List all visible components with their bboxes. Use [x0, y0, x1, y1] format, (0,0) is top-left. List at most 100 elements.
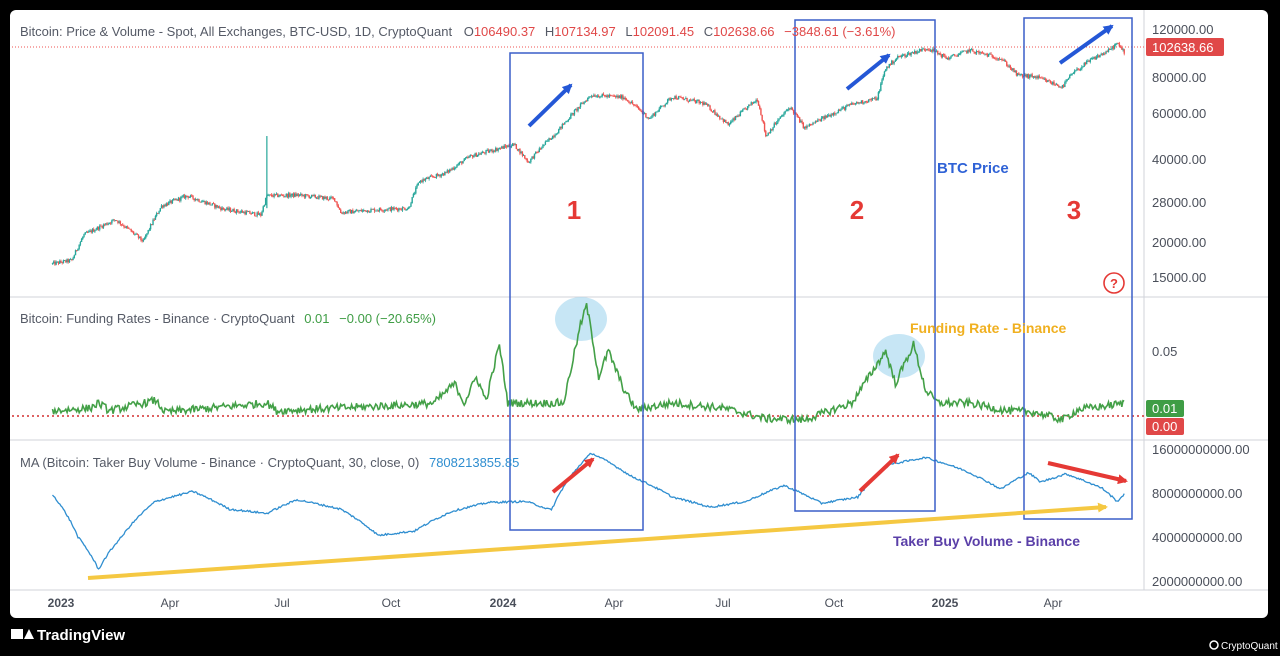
candle-body	[780, 116, 783, 118]
candle-body	[909, 52, 911, 56]
candle-body	[152, 219, 154, 225]
volume-legend-value: 7808213855.85	[429, 455, 519, 470]
candle-body	[858, 102, 860, 104]
candle-body	[107, 223, 109, 225]
price-tick: 120000.00	[1152, 22, 1213, 37]
candle-body	[980, 52, 983, 54]
candle-body	[289, 193, 291, 197]
candle-body	[475, 153, 478, 157]
candle-body	[843, 107, 846, 110]
candle-body	[786, 109, 789, 111]
candle-body	[852, 103, 854, 104]
candle-body	[545, 140, 548, 142]
candle-body	[677, 96, 680, 100]
candle-body	[252, 212, 255, 214]
candle-body	[538, 148, 541, 153]
candle-body	[247, 211, 250, 212]
candle-body	[759, 105, 761, 109]
candle-body	[54, 261, 56, 265]
candle-body	[987, 54, 990, 57]
candle-body	[200, 201, 203, 203]
candle-body	[245, 211, 247, 215]
volume-tick: 16000000000.00	[1152, 442, 1250, 457]
candle-body	[527, 161, 530, 163]
candle-body	[386, 209, 388, 211]
candle-body	[757, 101, 760, 106]
candle-body	[507, 145, 509, 148]
candle-body	[464, 158, 467, 159]
candle-body	[262, 206, 264, 212]
candle-body	[1106, 51, 1108, 53]
candle-body	[76, 250, 78, 252]
candle-body	[1033, 76, 1036, 78]
candle-body	[457, 164, 459, 166]
candle-body	[428, 177, 430, 179]
candle-body	[702, 102, 704, 105]
candle-body	[182, 195, 185, 197]
candle-body	[756, 99, 759, 102]
candle-body	[406, 208, 409, 210]
candle-body	[198, 199, 200, 202]
candle-body	[1111, 46, 1113, 50]
candle-body	[777, 119, 779, 123]
candle-body	[269, 194, 272, 196]
candle-body	[229, 208, 232, 212]
candle-body	[383, 210, 386, 212]
btc-price-candles	[51, 41, 1125, 266]
candle-body	[782, 115, 784, 117]
candle-body	[567, 119, 570, 122]
candle-body	[1018, 73, 1020, 75]
candle-body	[631, 101, 634, 105]
candle-body	[1049, 80, 1052, 83]
candle-body	[180, 196, 182, 201]
candle-body	[915, 50, 917, 54]
candle-body	[204, 200, 206, 205]
region-label-3: 3	[1067, 195, 1081, 225]
candle-body	[279, 194, 281, 197]
price-legend: Bitcoin: Price & Volume - Spot, All Exch…	[20, 24, 895, 39]
candle-body	[882, 76, 884, 80]
candle-body	[531, 156, 533, 159]
candle-body	[228, 208, 231, 211]
candle-body	[1062, 85, 1065, 87]
candle-body	[367, 210, 370, 213]
price-tick: 15000.00	[1152, 270, 1206, 285]
help-icon[interactable]: ?	[1103, 272, 1125, 294]
candle-body	[693, 99, 696, 101]
candle-body	[393, 207, 395, 210]
candle-body	[326, 197, 329, 200]
candle-body	[742, 109, 744, 112]
candle-body	[795, 112, 797, 115]
candle-body	[398, 208, 400, 211]
candle-body	[137, 234, 140, 238]
candle-body	[549, 138, 551, 140]
candle-body	[897, 56, 899, 59]
candle-body	[234, 212, 237, 213]
candle-body	[1076, 68, 1078, 71]
candle-body	[582, 103, 584, 105]
candle-body	[691, 99, 693, 101]
candle-body	[1019, 74, 1021, 76]
candle-body	[390, 207, 393, 211]
candle-body	[194, 199, 197, 201]
candle-body	[214, 203, 216, 208]
candle-body	[273, 194, 275, 197]
candle-body	[556, 133, 559, 135]
candle-body	[472, 155, 474, 158]
candle-body	[711, 111, 714, 113]
last-price-badge	[1146, 38, 1224, 56]
candle-body	[395, 208, 398, 210]
candle-body	[409, 206, 411, 208]
ohlc-change-value: −3848.61 (−3.61%)	[784, 24, 895, 39]
candle-body	[666, 99, 669, 103]
candle-body	[1108, 48, 1111, 50]
candle-body	[195, 199, 198, 201]
candle-body	[1064, 82, 1066, 87]
candle-body	[350, 209, 353, 214]
candle-body	[67, 259, 69, 263]
candle-body	[1069, 75, 1071, 79]
funding-legend-value: 0.01	[304, 311, 329, 326]
time-tick: Apr	[605, 596, 624, 610]
candle-body	[280, 194, 283, 196]
candle-body	[671, 98, 674, 99]
